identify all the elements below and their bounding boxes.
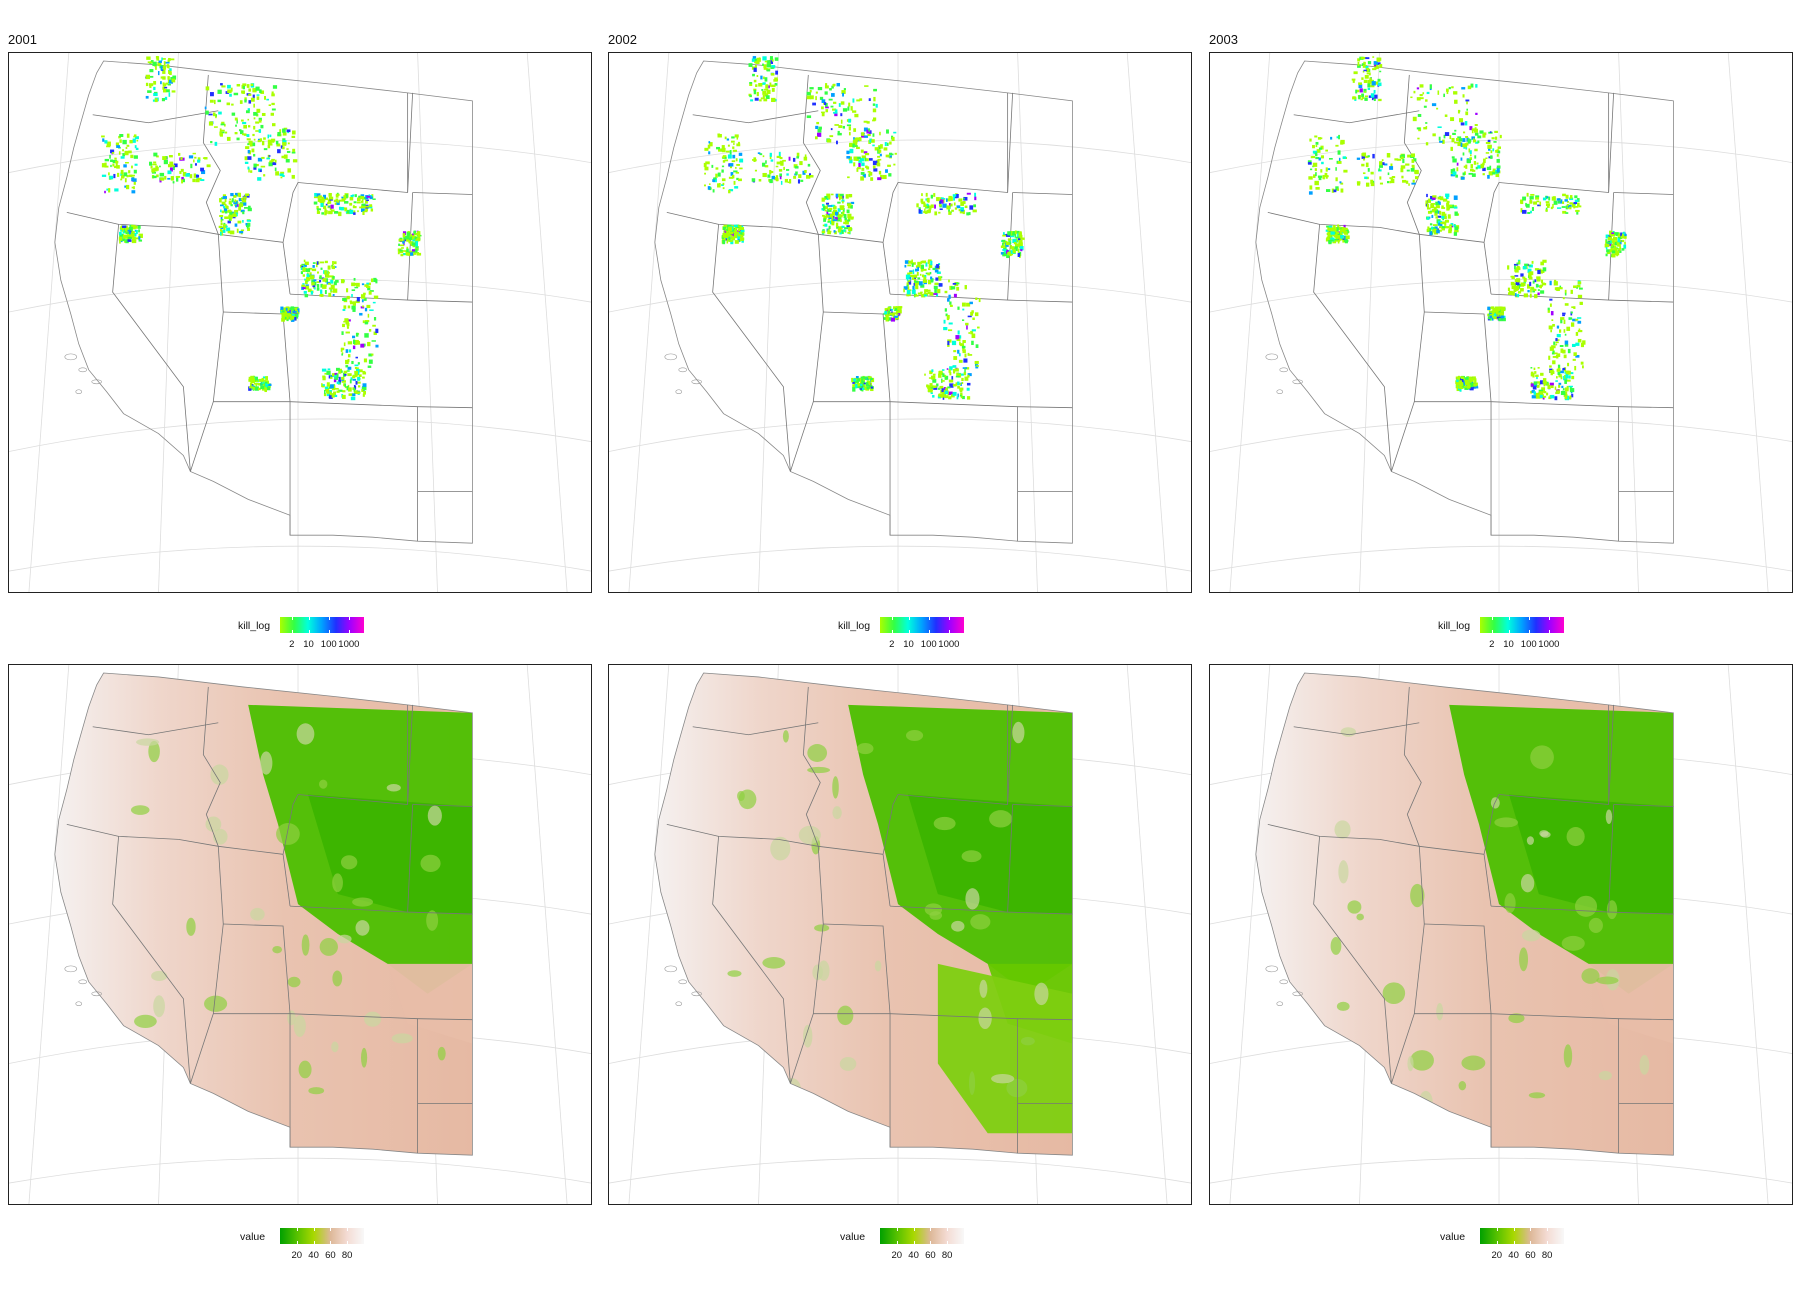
legend-colorbar: [880, 617, 964, 633]
legend-tick-label: 10: [1503, 639, 1514, 650]
legend-tick-label: 100: [920, 639, 937, 650]
legend-title: value: [240, 1231, 266, 1243]
state-boundaries: [654, 60, 1073, 544]
legend-tick-label: 1000: [338, 639, 360, 650]
legend-tick-label: 40: [1508, 1250, 1519, 1261]
legend-tick-label: 2: [1489, 639, 1495, 650]
panel-title-2001: 2001: [8, 32, 37, 47]
legend-colorbar: [280, 1228, 364, 1244]
state-boundaries: [1255, 60, 1674, 544]
mortality-pixels: [101, 55, 422, 401]
legend-tick-label: 10: [303, 639, 314, 650]
graticule: [609, 53, 1191, 592]
legend-colorbar: [1480, 617, 1564, 633]
panel-title-2002: 2002: [608, 32, 637, 47]
legend-tick-label: 60: [925, 1250, 936, 1261]
legend-title: value: [840, 1231, 866, 1243]
mortality-pixels: [703, 56, 1025, 400]
graticule: [9, 53, 591, 592]
green-region: [727, 704, 1073, 1134]
legend-tick-label: 20: [1491, 1250, 1503, 1261]
legend-colorbar: [880, 1228, 964, 1244]
state-boundaries: [654, 672, 1073, 1156]
legend-tick-label: 1000: [1538, 639, 1560, 650]
kill-log-legend-2001: kill_log 2 10 100 1000: [238, 610, 438, 650]
legend-tick-label: 20: [891, 1250, 903, 1261]
kill-log-legend-2002: kill_log 2 10 100 1000: [838, 610, 1038, 650]
panel-title-2003: 2003: [1209, 32, 1238, 47]
state-boundaries: [54, 672, 473, 1156]
legend-tick-label: 1000: [938, 639, 960, 650]
graticule: [1210, 53, 1792, 592]
kill-map-2002: [608, 52, 1192, 593]
legend-title: kill_log: [1438, 620, 1471, 632]
value-legend-2003: value 20 40 60 80: [1440, 1221, 1640, 1261]
value-legend-2001: value 20 40 60 80: [240, 1221, 440, 1261]
legend-tick-label: 80: [1541, 1250, 1553, 1261]
legend-title: kill_log: [838, 620, 871, 632]
kill-map-2003: [1209, 52, 1793, 593]
legend-tick-label: 100: [1520, 639, 1537, 650]
state-boundaries: [1255, 672, 1674, 1156]
legend-tick-label: 60: [1525, 1250, 1536, 1261]
legend-tick-label: 10: [903, 639, 914, 650]
legend-tick-label: 2: [889, 639, 895, 650]
legend-title: kill_log: [238, 620, 271, 632]
mortality-pixels: [1307, 56, 1627, 401]
legend-colorbar: [1480, 1228, 1564, 1244]
legend-tick-label: 2: [289, 639, 295, 650]
value-map-2003: [1209, 664, 1793, 1205]
legend-tick-label: 20: [291, 1250, 303, 1261]
legend-title: value: [1440, 1231, 1466, 1243]
legend-tick-label: 60: [325, 1250, 336, 1261]
kill-log-legend-2003: kill_log 2 10 100 1000: [1438, 610, 1638, 650]
legend-tick-label: 80: [941, 1250, 953, 1261]
value-map-2001: [8, 664, 592, 1205]
legend-tick-label: 40: [908, 1250, 919, 1261]
green-region: [1330, 704, 1674, 1113]
kill-map-2001: [8, 52, 592, 593]
legend-colorbar: [280, 617, 364, 633]
legend-tick-label: 100: [320, 639, 337, 650]
state-boundaries: [54, 60, 473, 544]
legend-tick-label: 40: [308, 1250, 319, 1261]
value-map-2002: [608, 664, 1192, 1205]
value-legend-2002: value 20 40 60 80: [840, 1221, 1040, 1261]
legend-tick-label: 80: [341, 1250, 353, 1261]
green-region: [130, 704, 473, 1099]
